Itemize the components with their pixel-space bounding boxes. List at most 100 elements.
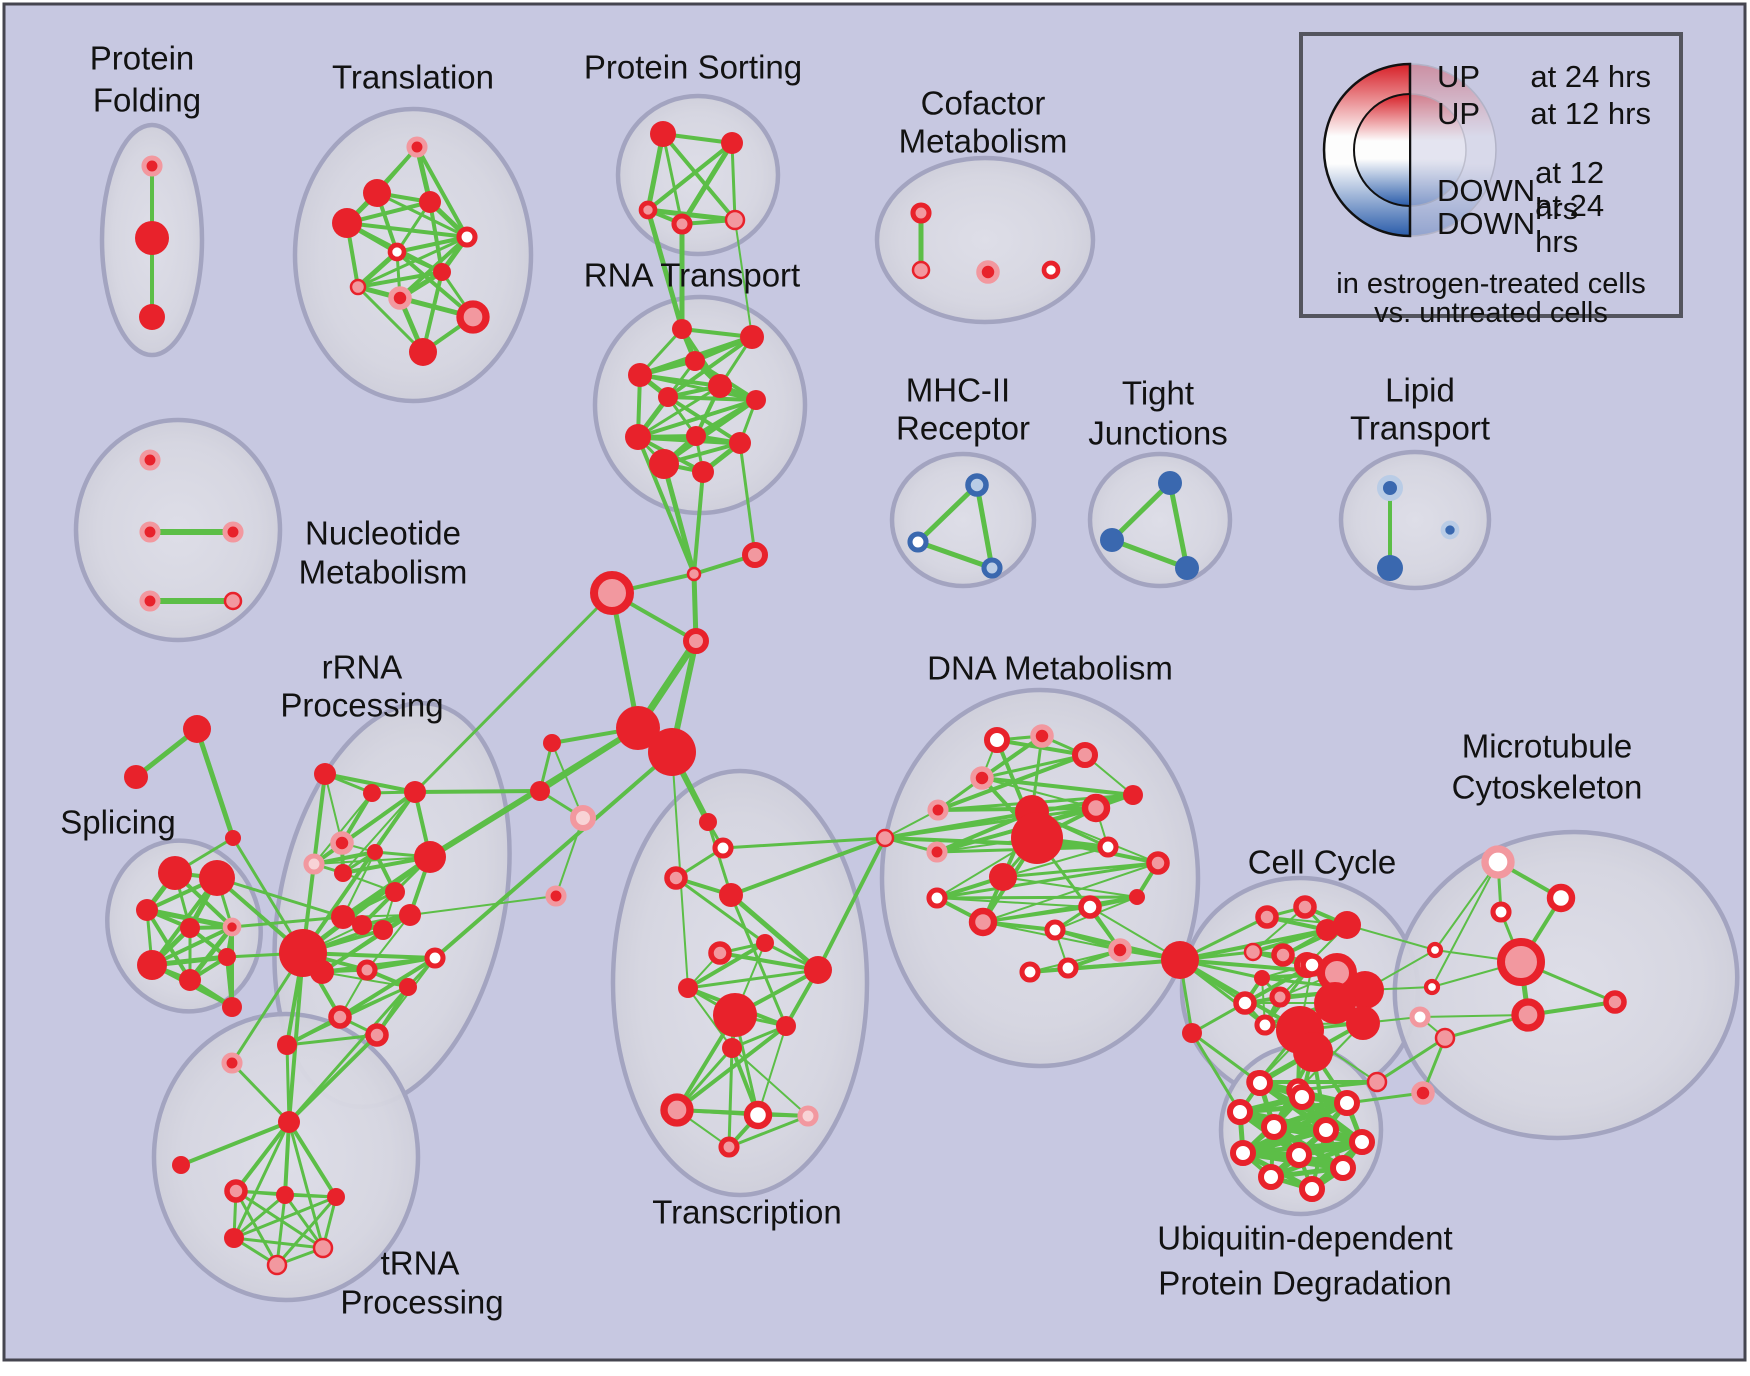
edge-rrna-processing	[338, 956, 437, 1019]
node-protein-sorting	[638, 200, 658, 220]
node-rrna-processing	[356, 959, 378, 981]
edge-trna-processing	[283, 1193, 325, 1250]
node-mhc-ii-receptor	[907, 531, 929, 553]
node-rna-transport	[658, 387, 678, 407]
edge-link	[728, 892, 821, 973]
node-cofactor-metabolism	[911, 260, 931, 280]
node-connectors	[225, 830, 241, 846]
node-cell-cycle	[1243, 942, 1263, 962]
node-protein-sorting	[650, 121, 676, 147]
node-dna-metabolism	[1161, 941, 1199, 979]
edge-trna-processing	[179, 1120, 291, 1167]
cluster-label-trna-processing: tRNA	[381, 1245, 460, 1282]
node-transcription	[678, 978, 698, 998]
edge-trna-processing	[275, 1193, 287, 1267]
node-dna-metabolism	[1108, 938, 1132, 962]
edge-link	[1375, 1036, 1447, 1084]
cluster-label-rna-transport: RNA Transport	[584, 257, 800, 294]
edge-link	[285, 1043, 291, 1124]
node-rrna-processing	[404, 781, 426, 803]
edge-rna-transport	[666, 395, 742, 445]
node-tight-junctions	[1175, 556, 1199, 580]
legend-box: UP at 24 hrs UP at 12 hrs DOWN at 12 hrs…	[1299, 32, 1683, 329]
node-rrna-processing	[399, 978, 417, 996]
cluster-label-cofactor-metabolism: Cofactor	[921, 85, 1046, 122]
cluster-label-tight-junctions: Tight	[1122, 375, 1194, 412]
edge-dna-metabolism	[982, 862, 1159, 923]
node-connectors	[590, 571, 634, 615]
node-connectors	[570, 805, 596, 831]
node-ubiquitin-dependent-protein-degradation	[1330, 1155, 1356, 1181]
cluster-label-nucleotide-metabolism: Nucleotide	[305, 515, 461, 552]
node-dna-metabolism	[927, 799, 949, 821]
node-splicing	[137, 950, 167, 980]
node-nucleotide-metabolism	[139, 590, 161, 612]
edge-transcription	[727, 1046, 734, 1149]
node-trna-processing	[266, 1254, 288, 1276]
node-ubiquitin-dependent-protein-degradation	[1334, 1090, 1360, 1116]
node-protein-sorting	[721, 132, 743, 154]
cluster-ellipse-mhc-ii-receptor	[889, 451, 1037, 589]
legend-row-up-12: UP at 12 hrs	[1437, 96, 1651, 131]
node-cell-cycle	[1333, 911, 1361, 939]
cluster-label-rrna-processing: Processing	[280, 687, 443, 724]
node-connectors	[545, 885, 567, 907]
node-microtubule-cytoskeleton	[1423, 978, 1441, 996]
cluster-ellipse-cofactor-metabolism	[874, 155, 1096, 325]
node-cell-cycle	[1316, 919, 1338, 941]
edge-mhc-ii-receptor	[915, 539, 995, 571]
edge-trna-processing	[230, 1061, 291, 1124]
edge-link	[287, 985, 410, 1124]
edge-protein-sorting	[645, 207, 738, 223]
legend-caption-line1: in estrogen-treated cells	[1336, 268, 1646, 300]
edge-connectors	[706, 820, 733, 897]
node-rrna-processing	[277, 1035, 297, 1055]
edge-dna-metabolism	[935, 861, 1160, 900]
node-cell-cycle	[1346, 1006, 1380, 1040]
edge-link	[230, 915, 345, 929]
node-microtubule-cytoskeleton	[1481, 845, 1515, 879]
node-lipid-transport	[1440, 520, 1460, 540]
edge-link	[287, 951, 305, 1124]
node-ubiquitin-dependent-protein-degradation	[1313, 1117, 1339, 1143]
node-rrna-processing	[352, 915, 372, 935]
node-microtubule-cytoskeleton	[1409, 1006, 1431, 1028]
node-trna-processing	[224, 1179, 248, 1203]
edge-rrna-processing	[342, 791, 416, 874]
node-dna-metabolism	[989, 863, 1017, 891]
legend-time: at 24 hrs	[1535, 188, 1605, 259]
node-ubiquitin-dependent-protein-degradation	[1261, 1114, 1287, 1140]
node-connectors	[616, 706, 660, 750]
node-trna-processing	[221, 1052, 243, 1074]
node-ubiquitin-dependent-protein-degradation	[1299, 1176, 1325, 1202]
node-cell-cycle	[1255, 905, 1279, 929]
edge-tight-junctions	[1109, 480, 1173, 543]
node-dna-metabolism	[1097, 836, 1119, 858]
node-splicing	[218, 948, 236, 966]
node-ubiquitin-dependent-protein-degradation	[1227, 1099, 1253, 1125]
edge-link	[721, 836, 887, 850]
node-connectors	[664, 866, 688, 890]
node-nucleotide-metabolism	[222, 521, 244, 543]
node-rna-transport	[692, 461, 714, 483]
node-dna-metabolism	[1044, 919, 1066, 941]
node-dna-metabolism	[926, 841, 948, 863]
edge-dna-metabolism	[935, 895, 1139, 900]
node-rna-transport	[686, 426, 706, 446]
edge-link	[1190, 1031, 1262, 1085]
legend-direction: DOWN	[1437, 173, 1536, 208]
node-microtubule-cytoskeleton	[1426, 941, 1444, 959]
node-connectors	[742, 542, 768, 568]
node-protein-sorting	[724, 209, 746, 231]
node-lipid-transport	[1377, 555, 1403, 581]
node-dna-metabolism	[1123, 785, 1143, 805]
edge-trna-processing	[232, 1193, 287, 1240]
edge-translation	[345, 221, 469, 239]
edge-rrna-processing	[301, 790, 417, 955]
node-connectors	[1182, 1023, 1202, 1043]
node-dna-metabolism	[984, 727, 1010, 753]
edge-dna-metabolism	[1001, 861, 1160, 879]
edge-transcription	[731, 1047, 809, 1117]
cluster-label-microtubule-cytoskeleton: Cytoskeleton	[1452, 769, 1643, 806]
